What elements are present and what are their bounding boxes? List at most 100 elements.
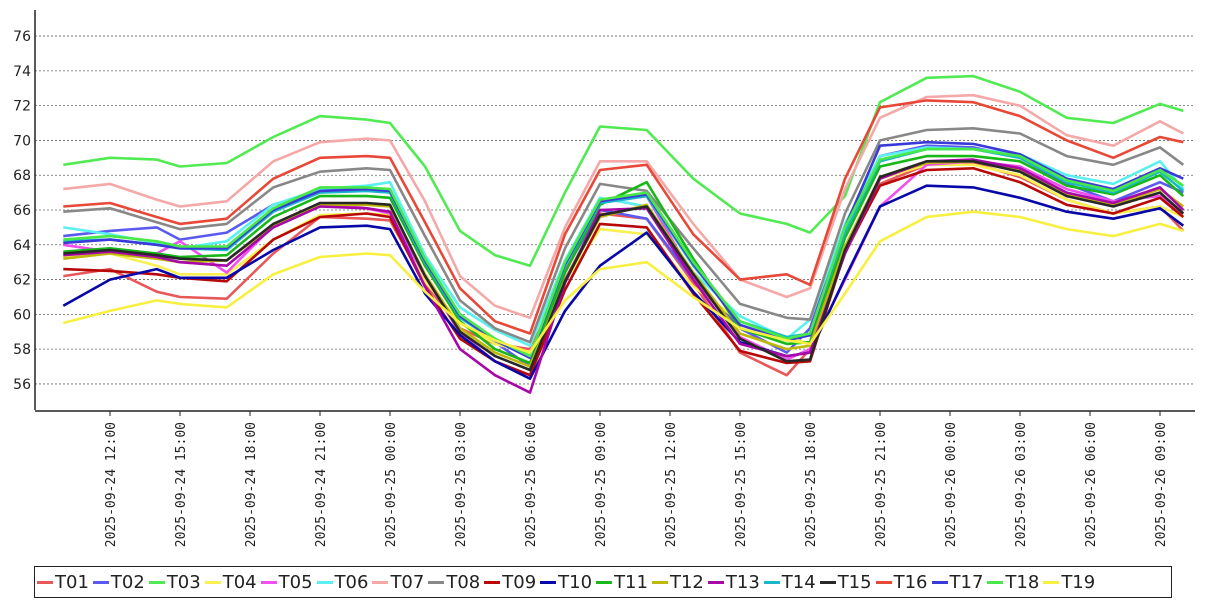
legend-item-t16: T16: [875, 571, 928, 593]
legend-item-t13: T13: [707, 571, 760, 593]
x-tick-label: 2025-09-24 21:00: [314, 422, 329, 547]
legend-swatch: [819, 580, 836, 584]
y-tick-label: 64: [13, 238, 31, 254]
x-tick-label: 2025-09-25 06:00: [524, 422, 539, 547]
legend-label: T11: [614, 571, 648, 593]
legend-swatch: [875, 580, 892, 584]
legend-item-t11: T11: [596, 572, 648, 593]
y-tick-label: 72: [13, 99, 31, 115]
legend-swatch: [651, 580, 668, 584]
y-tick-label: 62: [13, 273, 31, 289]
x-tick-label: 2025-09-26 03:00: [1014, 422, 1029, 547]
legend-label: T19: [1061, 571, 1096, 593]
series-line-t10: [62, 184, 1185, 381]
legend-item-t01: T01: [37, 572, 89, 593]
legend-item-t14: T14: [763, 571, 816, 593]
legend-swatch: [260, 580, 277, 584]
series-line-t04: [63, 163, 1184, 354]
legend-label: T01: [55, 571, 89, 593]
legend-swatch: [204, 580, 221, 584]
series-line-t09: [63, 167, 1185, 377]
legend-swatch: [707, 580, 724, 584]
legend-label: T06: [334, 571, 369, 593]
legend-item-t05: T05: [260, 571, 313, 593]
legend-item-t03: T03: [148, 571, 201, 593]
x-tick-label: 2025-09-26 09:00: [1154, 422, 1169, 547]
legend-swatch: [540, 580, 557, 584]
legend-swatch: [987, 580, 1004, 584]
y-tick-label: 56: [13, 377, 31, 393]
legend-label: T07: [390, 571, 425, 593]
legend-swatch: [316, 580, 333, 584]
legend-item-t09: T09: [484, 572, 536, 593]
legend-item-t19: T19: [1043, 572, 1095, 593]
legend-item-t06: T06: [316, 571, 369, 593]
y-tick-label: 66: [13, 203, 31, 219]
x-tick-label: 2025-09-25 18:00: [804, 422, 819, 547]
legend-label: T10: [558, 571, 593, 593]
series-line-t07: [63, 93, 1184, 320]
series-line-t08: [63, 127, 1185, 344]
legend-label: T18: [1005, 571, 1040, 593]
x-tick-label: 2025-09-24 15:00: [174, 422, 189, 547]
legend-label: T12: [669, 571, 704, 593]
series-line-t16: [63, 99, 1184, 335]
legend-swatch: [372, 580, 389, 584]
series-line-t15: [63, 160, 1185, 372]
legend-label: T13: [725, 571, 760, 593]
legend-label: T16: [893, 571, 928, 593]
series-lines: [62, 74, 1185, 394]
x-tick-label: 2025-09-25 12:00: [664, 422, 679, 547]
legend-label: T03: [166, 571, 201, 593]
legend-swatch: [931, 580, 948, 584]
legend-swatch: [1043, 580, 1060, 584]
x-tick-label: 2025-09-25 15:00: [734, 422, 749, 547]
x-tick-label: 2025-09-25 03:00: [454, 422, 469, 547]
legend-item-t04: T04: [204, 571, 257, 593]
legend-swatch: [92, 580, 109, 584]
legend-label: T15: [837, 571, 872, 593]
legend-swatch: [596, 580, 613, 584]
legend-label: T05: [278, 571, 313, 593]
y-tick-label: 60: [13, 307, 31, 323]
series-line-t19: [62, 210, 1184, 354]
x-tick-label: 2025-09-26 06:00: [1084, 422, 1099, 547]
x-axis-ticks: 2025-09-24 12:00 2025-09-24 15:00 2025-09-…: [104, 411, 1169, 547]
legend-item-t07: T07: [372, 572, 424, 593]
legend-item-t18: T18: [987, 572, 1039, 593]
x-tick-label: 2025-09-25 21:00: [874, 422, 889, 547]
legend-label: T08: [446, 571, 481, 593]
legend-label: T04: [222, 571, 257, 593]
x-tick-label: 2025-09-25 00:00: [384, 422, 399, 547]
legend-label: T02: [110, 571, 145, 593]
legend-item-t08: T08: [428, 572, 480, 593]
legend-swatch: [763, 580, 780, 584]
legend-label: T17: [949, 571, 984, 593]
legend-item-t10: T10: [540, 572, 592, 593]
x-tick-label: 2025-09-26 00:00: [944, 422, 959, 547]
y-tick-label: 58: [13, 342, 31, 358]
series-line-t18: [63, 147, 1185, 358]
legend-swatch: [37, 580, 53, 584]
legend-label: T14: [781, 571, 816, 593]
x-tick-label: 2025-09-24 18:00: [244, 422, 259, 547]
legend-item-t15: T15: [819, 571, 872, 593]
y-tick-label: 70: [13, 133, 31, 149]
x-tick-label: 2025-09-25 09:00: [594, 422, 609, 547]
legend-item-t02: T02: [92, 571, 145, 593]
y-tick-label: 76: [13, 29, 31, 45]
legend-item-t17: T17: [931, 571, 984, 593]
y-axis-ticks: 56 58 60 62 64 66 68 70 72 74 76: [13, 29, 31, 393]
legend-swatch: [428, 580, 445, 584]
legend-swatch: [484, 580, 501, 584]
x-tick-label: 2025-09-24 12:00: [104, 422, 119, 547]
y-tick-label: 74: [13, 64, 31, 80]
legend-swatch: [148, 580, 165, 584]
chart-legend: T01 T02 T03 T04 T05 T06 T07 T08 T09 T10 T11 T12 T13 T…: [34, 566, 1172, 598]
legend-item-t12: T12: [651, 571, 704, 593]
legend-label: T09: [502, 571, 537, 593]
y-tick-label: 68: [13, 168, 31, 184]
series-line-t13: [63, 158, 1185, 394]
series-line-t03: [63, 74, 1184, 268]
